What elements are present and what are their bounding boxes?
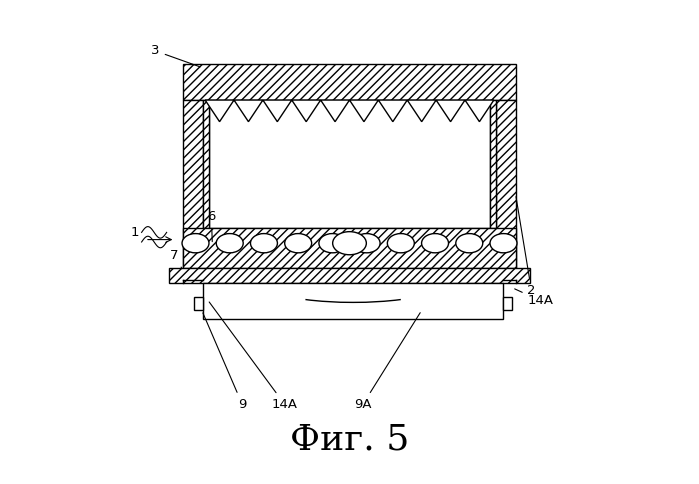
Ellipse shape xyxy=(353,234,380,253)
Bar xyxy=(503,297,512,310)
Bar xyxy=(183,64,516,100)
Polygon shape xyxy=(234,100,263,121)
Text: 2: 2 xyxy=(516,197,535,297)
Text: 6: 6 xyxy=(207,211,215,242)
Bar xyxy=(183,100,203,269)
Ellipse shape xyxy=(216,234,243,253)
Polygon shape xyxy=(408,100,436,121)
Text: Фиг. 5: Фиг. 5 xyxy=(290,423,409,456)
Text: 9A: 9A xyxy=(354,313,420,410)
Bar xyxy=(491,100,496,227)
Text: 14A: 14A xyxy=(209,302,298,410)
Bar xyxy=(183,227,516,269)
Polygon shape xyxy=(263,100,291,121)
Polygon shape xyxy=(205,100,234,121)
Ellipse shape xyxy=(182,234,209,253)
Polygon shape xyxy=(321,100,350,121)
Bar xyxy=(496,100,516,269)
Bar xyxy=(208,100,491,227)
Bar xyxy=(169,269,530,283)
Bar xyxy=(203,100,208,227)
Ellipse shape xyxy=(421,234,449,253)
Text: 7: 7 xyxy=(170,249,182,269)
Text: 1: 1 xyxy=(130,226,138,239)
Bar xyxy=(491,100,496,227)
Ellipse shape xyxy=(456,234,483,253)
Ellipse shape xyxy=(319,234,346,253)
Ellipse shape xyxy=(490,234,517,253)
Polygon shape xyxy=(291,100,321,121)
Polygon shape xyxy=(350,100,378,121)
Polygon shape xyxy=(465,100,494,121)
Bar xyxy=(203,100,208,227)
Bar xyxy=(183,227,516,269)
Text: 3: 3 xyxy=(151,45,200,67)
Ellipse shape xyxy=(284,234,312,253)
Bar xyxy=(496,100,516,269)
Bar xyxy=(183,64,516,100)
Bar xyxy=(183,100,203,269)
Bar xyxy=(169,269,530,283)
Bar xyxy=(203,283,503,319)
Polygon shape xyxy=(436,100,465,121)
Text: 9: 9 xyxy=(203,313,246,410)
Bar xyxy=(194,297,203,310)
Ellipse shape xyxy=(387,234,415,253)
Ellipse shape xyxy=(250,234,278,253)
Text: 14A: 14A xyxy=(514,289,554,307)
Ellipse shape xyxy=(333,232,366,255)
Polygon shape xyxy=(378,100,408,121)
